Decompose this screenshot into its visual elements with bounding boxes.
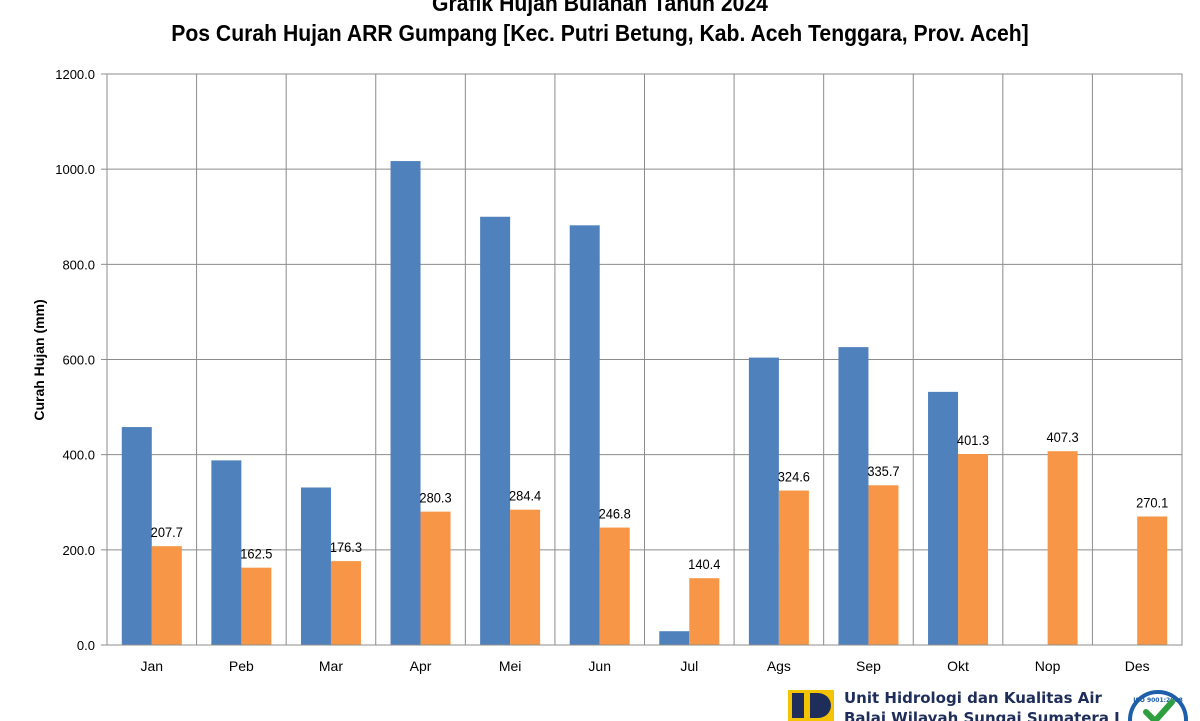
bar-series2-mei: [510, 509, 541, 645]
data-label: 401.3: [957, 433, 989, 449]
chart-title-block: Grafik Hujan Bulanan Tahun 2024 Pos Cura…: [0, 0, 1200, 48]
x-tick-label: Peb: [229, 658, 254, 674]
iso-certification-badge-icon: ISO 9001:2008: [1128, 690, 1188, 721]
chart-subtitle: Pos Curah Hujan ARR Gumpang [Kec. Putri …: [171, 20, 1029, 46]
x-tick-label: Ags: [767, 658, 791, 674]
x-tick-label: Jan: [141, 658, 164, 674]
x-tick-label: Mar: [319, 658, 343, 674]
x-tick-label: Jun: [588, 658, 611, 674]
y-tick-label: 800.0: [62, 257, 95, 272]
axes: 0.0 200.0 400.0 600.0 800.0 1000.0 1200.0 Jan Pe…: [55, 67, 1183, 674]
bar-series1-apr: [390, 161, 421, 645]
bar-series1-jan: [121, 427, 152, 645]
x-tick-label: Okt: [947, 658, 969, 674]
bar-series1-peb: [211, 460, 242, 645]
footer-text: Unit Hidrologi dan Kualitas Air Balai Wi…: [844, 688, 1144, 721]
bar-series1-mei: [480, 216, 511, 645]
y-axis-label: Curah Hujan (mm): [31, 299, 47, 420]
iso-badge-text: ISO 9001:2008: [1133, 697, 1183, 704]
bar-series1-sep: [838, 347, 869, 645]
x-tick-label: Des: [1125, 658, 1150, 674]
chart-title: Grafik Hujan Bulanan Tahun 2024: [432, 0, 768, 16]
bar-series2-peb: [241, 567, 272, 645]
pu-logo-icon: [788, 690, 834, 721]
data-label: 270.1: [1136, 495, 1168, 511]
bar-series2-jun: [599, 527, 630, 645]
bar-series2-sep: [868, 485, 899, 645]
x-tick-label: Nop: [1035, 658, 1061, 674]
data-label: 176.3: [330, 540, 362, 556]
x-tick-label: Jul: [680, 658, 698, 674]
bar-series1-okt: [928, 391, 959, 645]
data-label: 335.7: [867, 464, 899, 480]
plot-frame: [106, 73, 1183, 646]
data-label: 324.6: [778, 469, 810, 485]
x-tick-label: Sep: [856, 658, 881, 674]
bar-series2-nop: [1047, 451, 1078, 645]
x-tick-label: Mei: [499, 658, 522, 674]
bar-series2-des: [1137, 516, 1168, 645]
footer-office-name: Balai Wilayah Sungai Sumatera I: [844, 709, 1120, 721]
data-label: 280.3: [419, 490, 451, 506]
bars: [121, 161, 1168, 645]
bar-series1-jul: [659, 631, 690, 645]
y-tick-label: 1000.0: [55, 162, 95, 177]
data-label: 246.8: [599, 506, 631, 522]
bar-series2-jan: [151, 546, 182, 645]
data-label: 284.4: [509, 488, 542, 504]
x-tick-label: Apr: [410, 658, 432, 674]
bar-series2-ags: [778, 490, 809, 645]
bar-series1-ags: [748, 357, 779, 645]
footer-unit-name: Unit Hidrologi dan Kualitas Air: [844, 689, 1102, 707]
bar-series2-apr: [420, 511, 451, 645]
data-labels: 207.7 162.5 176.3 280.3 284.4 246.8 140.4 324.6…: [151, 430, 1169, 573]
data-label: 407.3: [1047, 430, 1079, 446]
bar-series2-mar: [330, 561, 361, 645]
bar-series2-okt: [958, 454, 989, 645]
footer-branding: Unit Hidrologi dan Kualitas Air Balai Wi…: [788, 688, 1200, 721]
y-tick-label: 600.0: [62, 353, 95, 368]
bar-series1-mar: [300, 487, 331, 645]
y-tick-label: 1200.0: [55, 67, 95, 82]
y-tick-label: 200.0: [62, 543, 95, 558]
data-label: 162.5: [240, 546, 272, 562]
bar-series1-jun: [569, 225, 600, 645]
data-label: 207.7: [151, 525, 183, 541]
bar-series2-jul: [689, 578, 720, 645]
data-label: 140.4: [688, 557, 721, 573]
y-tick-label: 0.0: [77, 638, 95, 653]
y-tick-label: 400.0: [62, 448, 95, 463]
rainfall-bar-chart: 207.7 162.5 176.3 280.3 284.4 246.8 140.4 324.6…: [31, 67, 1183, 674]
